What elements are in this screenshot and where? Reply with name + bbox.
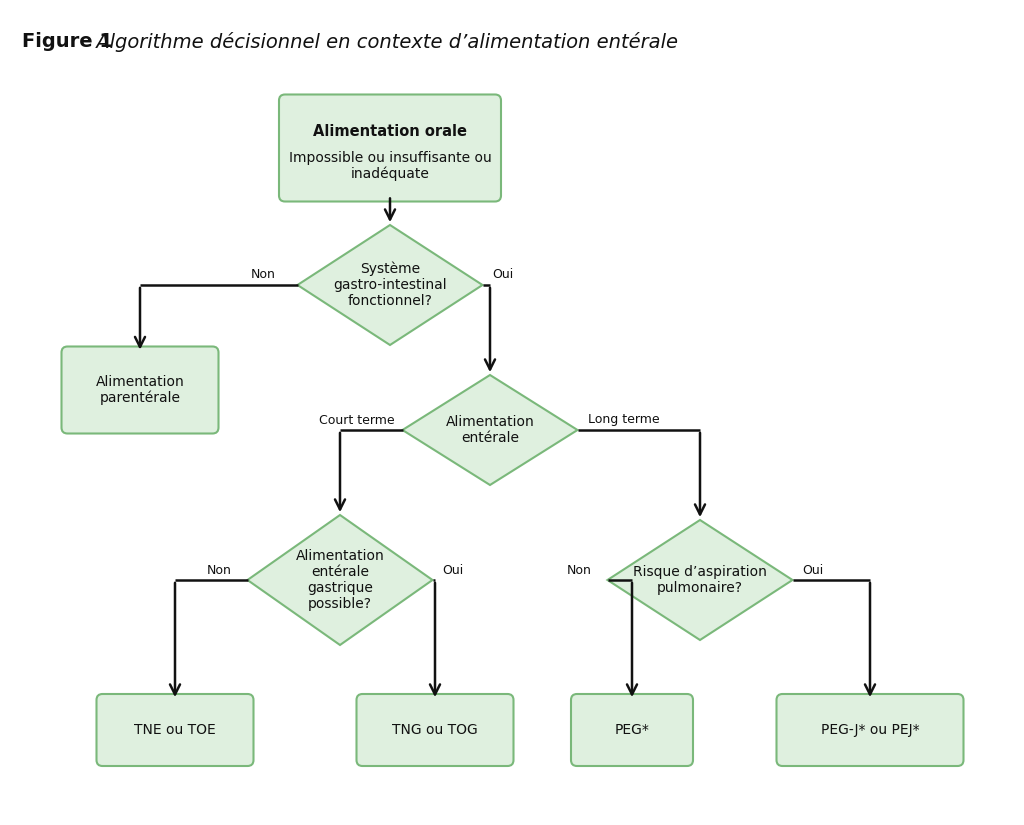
- Text: Non: Non: [251, 268, 275, 281]
- Text: Long terme: Long terme: [588, 413, 659, 427]
- FancyBboxPatch shape: [279, 95, 501, 201]
- Text: Court terme: Court terme: [318, 413, 394, 427]
- Text: Non: Non: [566, 563, 592, 577]
- Text: PEG-J* ou PEJ*: PEG-J* ou PEJ*: [820, 723, 920, 737]
- Text: Alimentation orale: Alimentation orale: [313, 125, 467, 139]
- Text: Impossible ou insuffisante ou
inadéquate: Impossible ou insuffisante ou inadéquate: [289, 151, 492, 182]
- Text: PEG*: PEG*: [614, 723, 649, 737]
- Text: Oui: Oui: [803, 563, 823, 577]
- Text: Risque d’aspiration
pulmonaire?: Risque d’aspiration pulmonaire?: [633, 565, 767, 595]
- Text: Alimentation
parentérale: Alimentation parentérale: [95, 375, 184, 405]
- Text: Non: Non: [207, 563, 231, 577]
- FancyBboxPatch shape: [356, 694, 513, 766]
- Text: TNG ou TOG: TNG ou TOG: [392, 723, 478, 737]
- Text: Alimentation
entérale
gastrique
possible?: Alimentation entérale gastrique possible…: [296, 549, 384, 611]
- Polygon shape: [298, 225, 482, 345]
- FancyBboxPatch shape: [571, 694, 693, 766]
- Text: Figure 1: Figure 1: [22, 32, 113, 51]
- Text: Algorithme décisionnel en contexte d’alimentation entérale: Algorithme décisionnel en contexte d’ali…: [90, 32, 678, 52]
- FancyBboxPatch shape: [96, 694, 254, 766]
- FancyBboxPatch shape: [61, 346, 218, 433]
- Polygon shape: [402, 375, 578, 485]
- Text: Alimentation
entérale: Alimentation entérale: [445, 415, 535, 446]
- Text: Oui: Oui: [442, 563, 464, 577]
- Text: Système
gastro-intestinal
fonctionnel?: Système gastro-intestinal fonctionnel?: [333, 262, 446, 309]
- Text: TNE ou TOE: TNE ou TOE: [134, 723, 216, 737]
- Polygon shape: [248, 515, 432, 645]
- FancyBboxPatch shape: [776, 694, 964, 766]
- Text: Oui: Oui: [493, 268, 514, 281]
- Polygon shape: [607, 520, 793, 640]
